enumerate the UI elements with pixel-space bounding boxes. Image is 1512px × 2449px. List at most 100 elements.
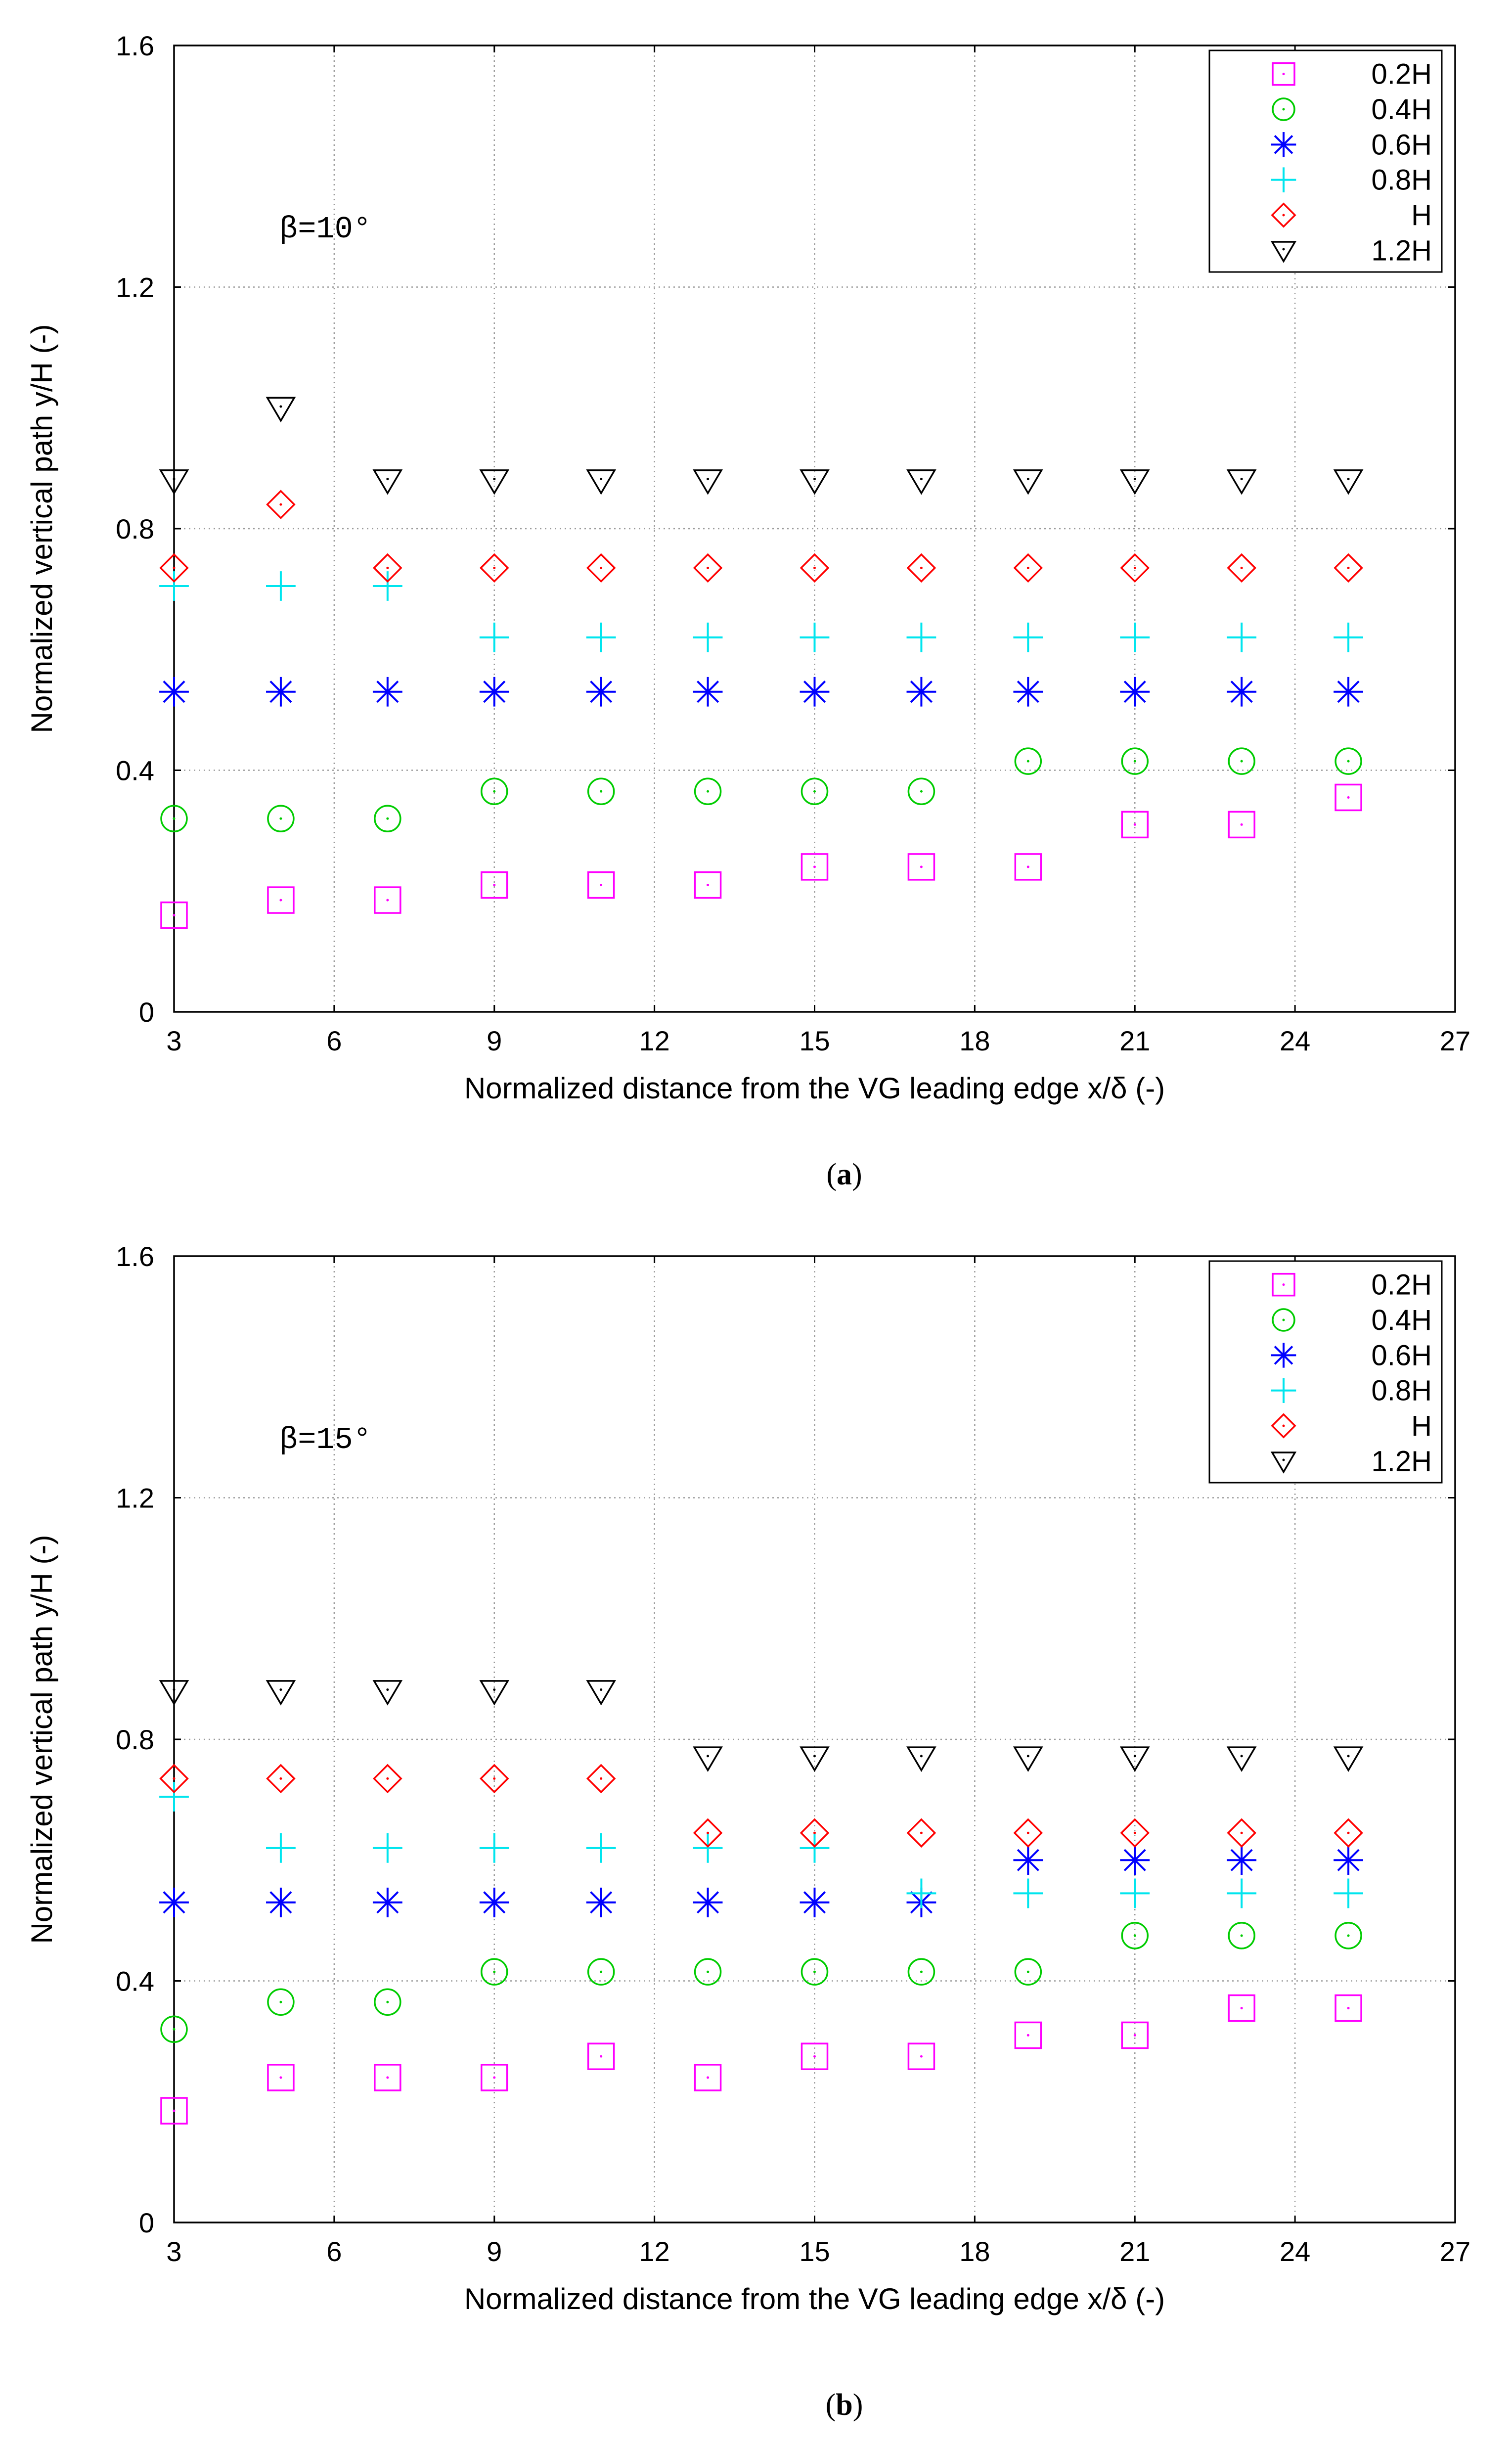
data-point: [266, 397, 296, 423]
data-point: [159, 677, 189, 707]
legend-marker: [1272, 1272, 1295, 1297]
data-point: [267, 2064, 295, 2091]
x-tick-label: 12: [639, 1025, 669, 1056]
legend-label: 1.2H: [1371, 234, 1432, 267]
data-point: [374, 886, 401, 914]
data-point: [907, 2042, 935, 2070]
grid-lines: [174, 45, 1455, 1012]
data-point: [1334, 747, 1362, 775]
legend-label: 0.4H: [1371, 1304, 1432, 1336]
y-tick-label: 0: [139, 2207, 154, 2238]
data-point: [1013, 1878, 1043, 1908]
data-point: [693, 1887, 723, 1917]
data-point: [372, 469, 403, 495]
legend-marker: [1271, 132, 1296, 157]
data-point: [479, 1887, 509, 1917]
data-point: [586, 1833, 616, 1863]
data-point: [800, 469, 830, 495]
x-tick-label: 15: [799, 1025, 830, 1056]
data-point: [1013, 1845, 1043, 1875]
data-point: [372, 1833, 402, 1863]
data-point: [159, 553, 189, 583]
y-axis-label: Normalized vertical path y/H (-): [25, 324, 58, 733]
legend-label: 1.2H: [1371, 1445, 1432, 1477]
data-point: [800, 1958, 829, 1986]
data-point: [586, 677, 616, 707]
data-point: [1013, 553, 1043, 583]
x-axis-label: Normalized distance from the VG leading …: [464, 2282, 1165, 2315]
legend-marker: [1272, 62, 1295, 86]
legend-label: 0.8H: [1371, 1375, 1432, 1407]
data-point: [906, 1746, 936, 1772]
data-point: [800, 1746, 830, 1772]
data-point: [267, 1988, 295, 2016]
x-tick-label: 12: [639, 2236, 669, 2267]
data-point: [694, 871, 722, 899]
x-tick-label: 21: [1119, 1025, 1150, 1056]
data-point: [479, 622, 509, 652]
x-tick-label: 9: [487, 2236, 502, 2267]
data-point: [1013, 677, 1043, 707]
y-tick-label: 0.8: [116, 513, 154, 544]
legend-marker: [1272, 97, 1295, 121]
data-point: [1227, 1878, 1257, 1908]
data-point: [372, 677, 402, 707]
data-point: [159, 469, 189, 495]
data-point: [159, 1887, 189, 1917]
data-point: [1014, 2021, 1042, 2049]
legend-marker: [1270, 241, 1297, 263]
data-point: [1013, 1818, 1043, 1848]
data-point: [266, 1764, 296, 1794]
data-point: [1334, 1922, 1362, 1950]
grid-lines: [174, 1256, 1455, 2222]
data-point: [481, 871, 508, 899]
data-point: [586, 622, 616, 652]
data-point: [800, 853, 829, 881]
data-point: [479, 1833, 509, 1863]
data-point: [1334, 1818, 1363, 1848]
data-point: [1226, 469, 1257, 495]
data-point: [374, 2064, 401, 2091]
series-1_2H: [159, 1680, 1364, 1772]
data-point: [266, 1833, 296, 1863]
data-point: [1333, 469, 1364, 495]
legend-label: 0.6H: [1371, 129, 1432, 161]
chart-panel-b: 3 6 9 12 15 18 21 24 27 0 0.4 0.8 1.2 1.6 Normalized d…: [25, 1241, 1470, 2422]
data-point: [1120, 553, 1150, 583]
data-point: [693, 1818, 723, 1848]
data-point: [374, 805, 401, 832]
data-point: [907, 853, 935, 881]
series-0_8H: [159, 1782, 1363, 1908]
data-point: [159, 1782, 189, 1812]
data-point: [693, 1746, 723, 1772]
data-point: [1121, 811, 1149, 839]
series-1_2H: [159, 397, 1364, 495]
series-H: [159, 490, 1363, 583]
data-point: [1014, 1958, 1042, 1986]
data-point: [586, 1680, 617, 1706]
data-point: [1227, 622, 1257, 652]
data-point: [800, 2042, 829, 2070]
x-tick-label: 3: [166, 1025, 181, 1056]
legend-box: [1208, 49, 1443, 273]
data-point: [1334, 1878, 1363, 1908]
series-0_4H: [160, 1922, 1362, 2043]
data-point: [160, 2097, 188, 2125]
data-point: [266, 1887, 296, 1917]
data-point: [693, 469, 723, 495]
legend-label: H: [1411, 1410, 1432, 1442]
data-point: [372, 1680, 403, 1706]
data-point: [1226, 1746, 1257, 1772]
data-point: [1228, 1994, 1255, 2022]
data-point: [1228, 747, 1255, 775]
y-tick-label: 0.4: [116, 755, 154, 786]
data-point: [266, 490, 296, 519]
data-point: [1334, 553, 1363, 583]
data-point: [159, 1764, 189, 1794]
data-point: [1333, 1746, 1364, 1772]
data-point: [479, 553, 509, 583]
x-tick-label: 6: [326, 2236, 342, 2267]
x-tick-label: 18: [959, 2236, 990, 2267]
